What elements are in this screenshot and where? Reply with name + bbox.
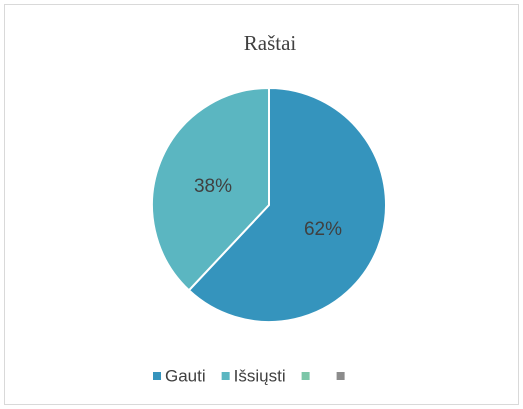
- legend-swatch: [301, 372, 310, 380]
- pie-slice: [187, 86, 387, 323]
- legend-label: Gauti: [165, 366, 206, 385]
- legend-swatch: [336, 372, 345, 380]
- chart-title: Raštai: [244, 31, 297, 55]
- pie-slice: [151, 86, 270, 292]
- legend-swatch: [221, 372, 230, 380]
- data-label: 38%: [194, 176, 232, 197]
- legend-swatch: [153, 372, 161, 380]
- data-label: 62%: [304, 219, 342, 240]
- legend-label: Išsiųsti: [234, 366, 286, 385]
